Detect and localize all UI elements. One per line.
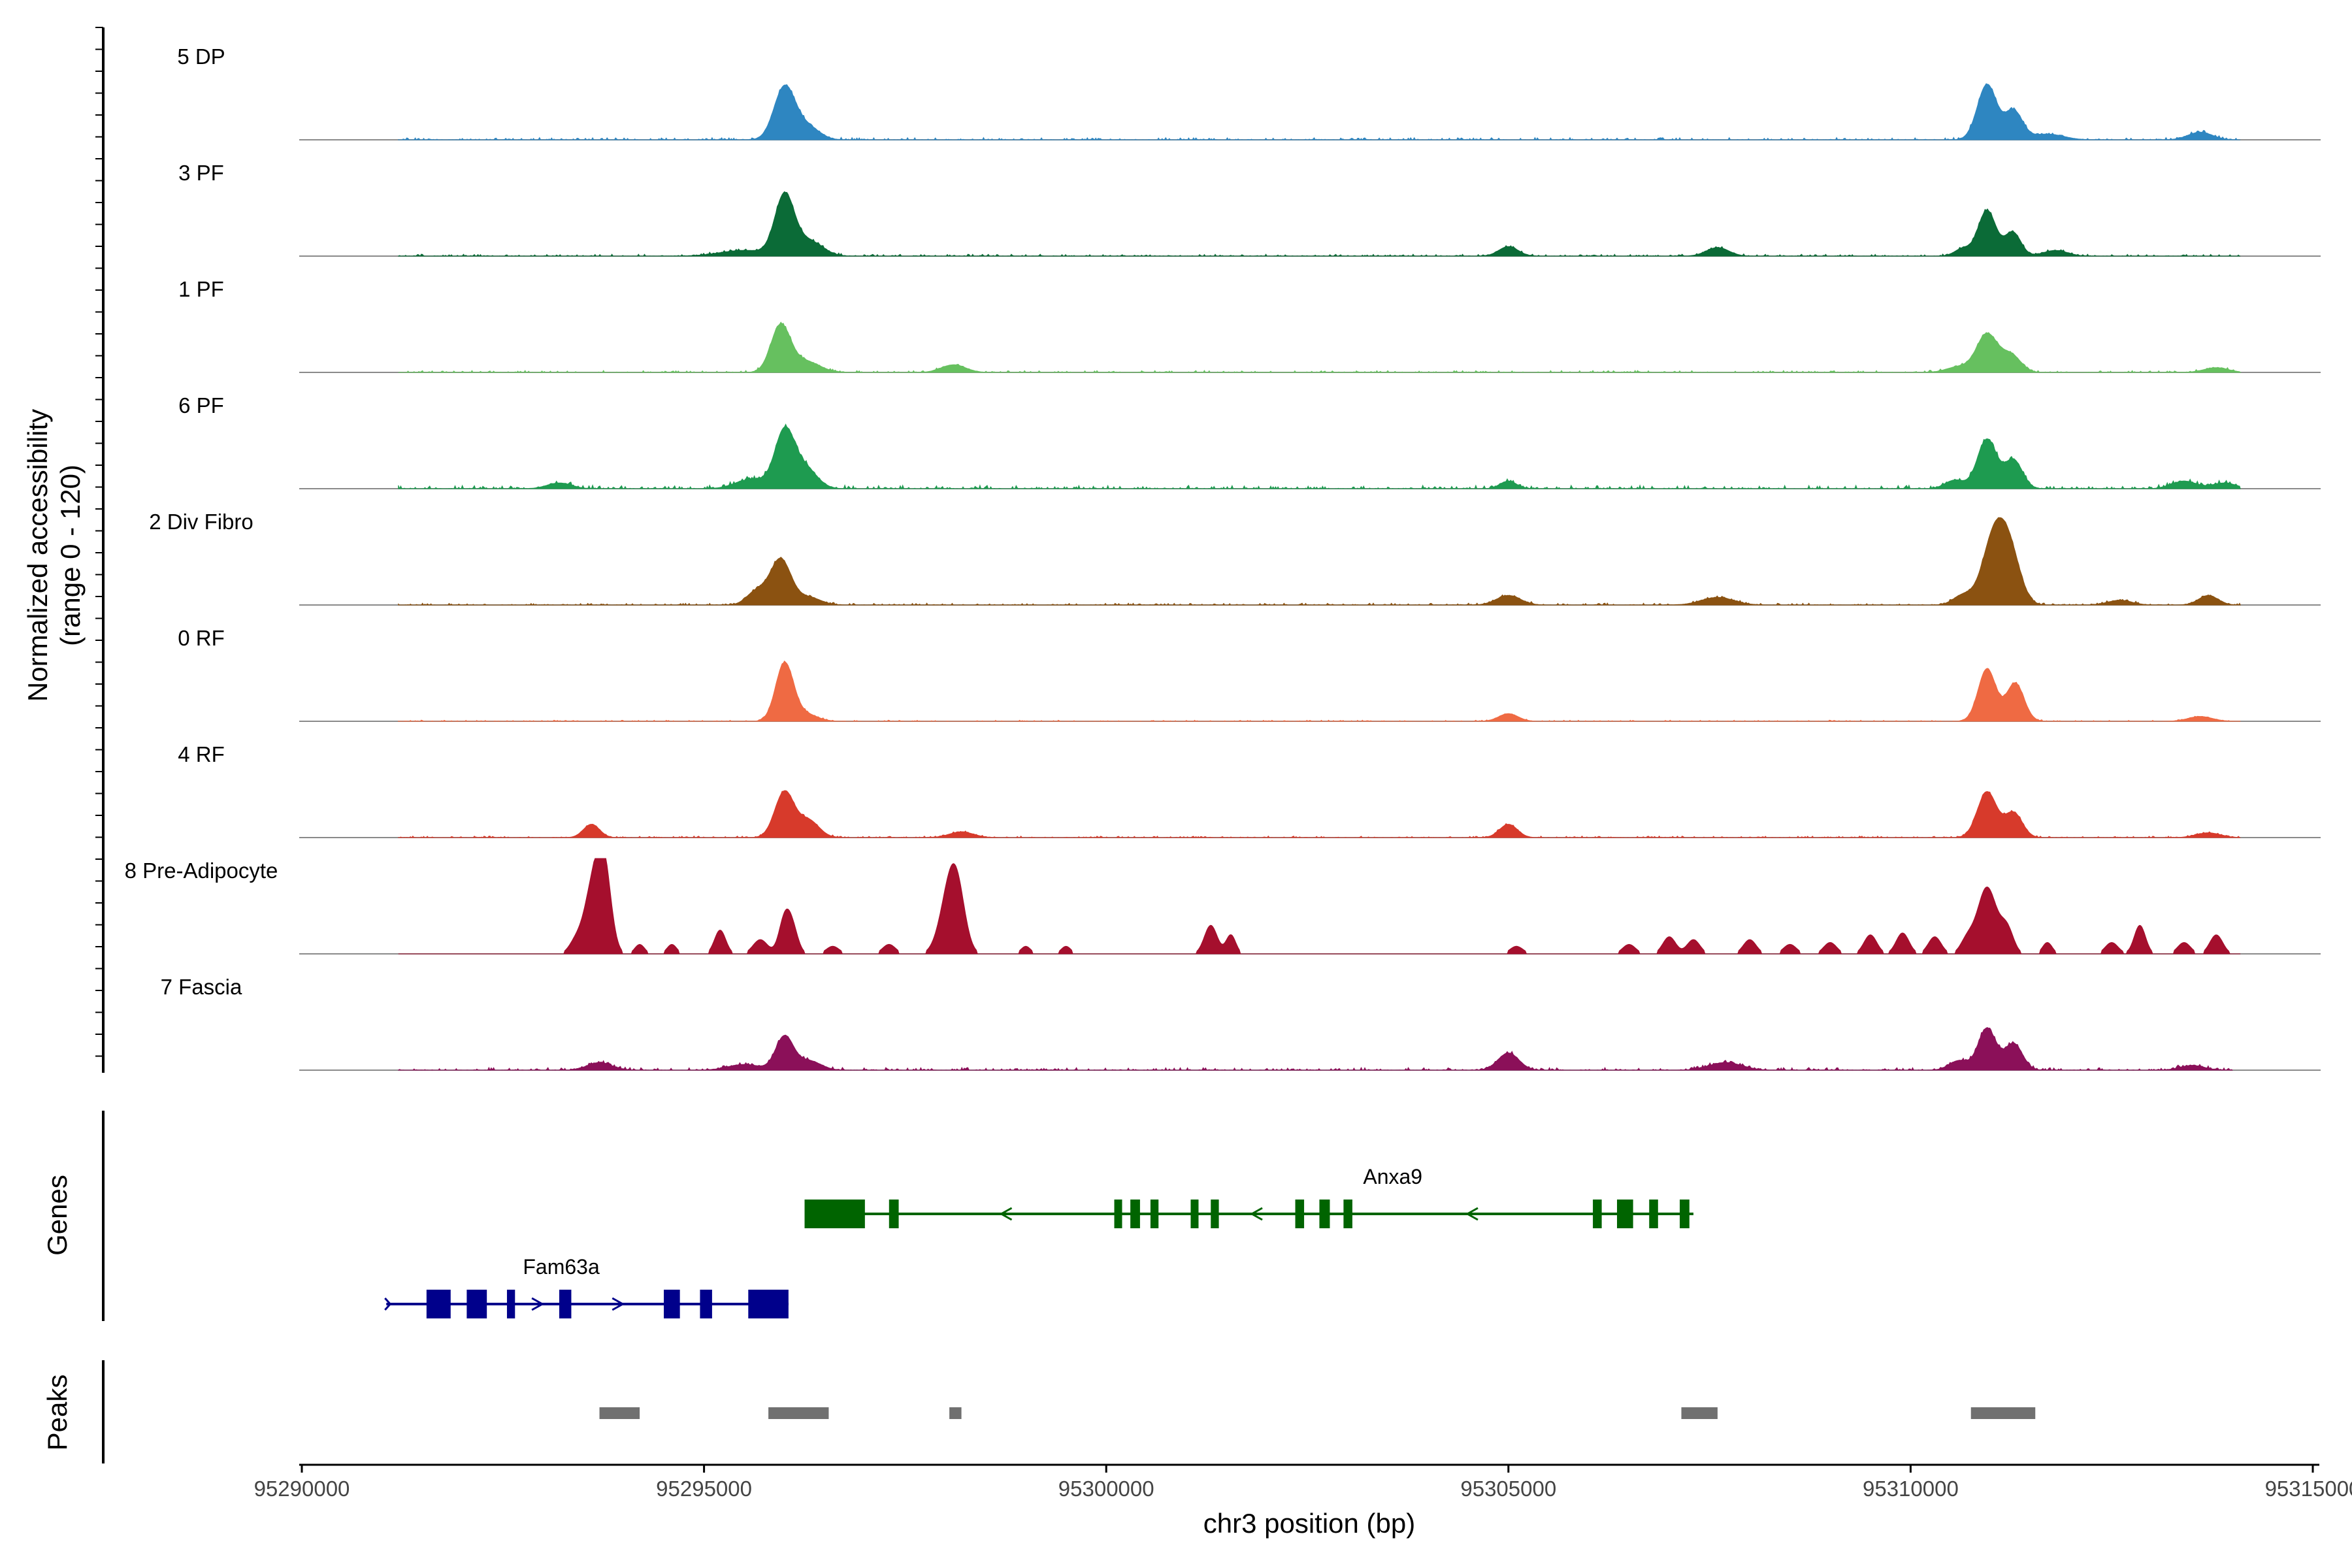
gene-exon bbox=[506, 1290, 515, 1318]
gene-name-label: Fam63a bbox=[523, 1255, 600, 1279]
coverage-area bbox=[398, 83, 2241, 140]
track-label: 1 PF bbox=[178, 277, 224, 301]
gene-name-label: Anxa9 bbox=[1363, 1165, 1422, 1188]
gene-exon bbox=[1593, 1200, 1602, 1228]
accessibility-axis bbox=[95, 27, 105, 1073]
track-label: 7 Fascia bbox=[161, 975, 242, 999]
gene-exon bbox=[1319, 1200, 1330, 1228]
coverage-area bbox=[398, 517, 2241, 606]
gene-model: Fam63a bbox=[384, 1255, 789, 1318]
gene-exon bbox=[1130, 1200, 1140, 1228]
strand-arrow bbox=[612, 1297, 625, 1311]
peak-region bbox=[599, 1407, 640, 1419]
track-label: 0 RF bbox=[178, 626, 225, 650]
coverage-tracks: 5 DP 3 PF 1 PF 6 PF 2 Div Fibro 0 RF 4 RF 8 Pre… bbox=[125, 44, 2321, 1071]
gene-exon bbox=[664, 1290, 680, 1318]
gene-exon bbox=[1150, 1200, 1159, 1228]
gene-exon bbox=[1190, 1200, 1199, 1228]
strand-arrow bbox=[1249, 1207, 1263, 1221]
strand-arrow bbox=[384, 1298, 392, 1311]
coverage-track: 6 PF bbox=[178, 393, 2321, 490]
track-label: 6 PF bbox=[178, 393, 224, 417]
peak-region bbox=[768, 1407, 829, 1419]
gene-annotations: Anxa9 Fam63a bbox=[384, 1165, 1693, 1318]
coverage-area bbox=[398, 858, 2241, 955]
coverage-area bbox=[398, 1027, 2233, 1071]
coverage-area bbox=[398, 321, 2242, 373]
gene-exon bbox=[1295, 1200, 1305, 1228]
coverage-track: 1 PF bbox=[178, 277, 2321, 373]
gene-exon bbox=[1617, 1200, 1633, 1228]
track-label: 8 Pre-Adipocyte bbox=[125, 858, 278, 883]
coverage-area bbox=[398, 191, 2241, 257]
gene-exon bbox=[1680, 1200, 1690, 1228]
coverage-track: 3 PF bbox=[178, 161, 2321, 257]
coverage-track: 8 Pre-Adipocyte bbox=[125, 858, 2321, 955]
gene-exon bbox=[889, 1200, 899, 1228]
peak-region bbox=[949, 1407, 962, 1419]
coverage-track: 0 RF bbox=[178, 626, 2321, 722]
strand-arrow bbox=[999, 1207, 1013, 1221]
strand-arrow bbox=[1465, 1207, 1478, 1221]
strand-arrow bbox=[531, 1297, 545, 1311]
x-tick-label: 95300000 bbox=[1058, 1477, 1154, 1501]
gene-exon bbox=[1649, 1200, 1658, 1228]
peaks-panel-title: Peaks bbox=[42, 1375, 73, 1451]
gene-exon bbox=[1114, 1200, 1122, 1228]
gene-exon bbox=[1211, 1200, 1219, 1228]
x-tick-label: 95290000 bbox=[254, 1477, 350, 1501]
coverage-area bbox=[398, 660, 2241, 722]
gene-exon bbox=[466, 1290, 487, 1318]
gene-exon bbox=[426, 1290, 451, 1318]
track-label: 2 Div Fibro bbox=[149, 510, 253, 534]
y-axis-title-line2: (range 0 - 120) bbox=[55, 465, 86, 646]
gene-model: Anxa9 bbox=[804, 1165, 1693, 1228]
coverage-area bbox=[398, 790, 2241, 838]
x-axis-title: chr3 position (bp) bbox=[1203, 1508, 1416, 1539]
gene-exon bbox=[559, 1290, 572, 1318]
coverage-area bbox=[398, 423, 2241, 490]
peak-regions bbox=[599, 1407, 2036, 1419]
x-axis-ticks: 95290000 95295000 95300000 95305000 95310000… bbox=[254, 1465, 2352, 1501]
track-label: 4 RF bbox=[178, 742, 225, 766]
y-axis-title-line1: Normalized accessibility bbox=[22, 409, 53, 702]
gene-exon bbox=[748, 1290, 789, 1318]
coverage-track: 2 Div Fibro bbox=[149, 510, 2321, 606]
gene-exon bbox=[1343, 1200, 1352, 1228]
x-tick-label: 95315000 bbox=[2265, 1477, 2352, 1501]
track-label: 5 DP bbox=[177, 44, 225, 69]
coverage-track: 5 DP bbox=[177, 44, 2321, 140]
gene-exon bbox=[804, 1200, 865, 1228]
coverage-track: 4 RF bbox=[178, 742, 2321, 838]
x-tick-label: 95295000 bbox=[656, 1477, 752, 1501]
x-tick-label: 95310000 bbox=[1863, 1477, 1959, 1501]
gene-exon bbox=[700, 1290, 712, 1318]
peak-region bbox=[1970, 1407, 2036, 1419]
genes-panel-title: Genes bbox=[42, 1175, 73, 1256]
track-label: 3 PF bbox=[178, 161, 224, 185]
peak-region bbox=[1681, 1407, 1718, 1419]
x-tick-label: 95305000 bbox=[1460, 1477, 1556, 1501]
coverage-track: 7 Fascia bbox=[161, 975, 2321, 1071]
